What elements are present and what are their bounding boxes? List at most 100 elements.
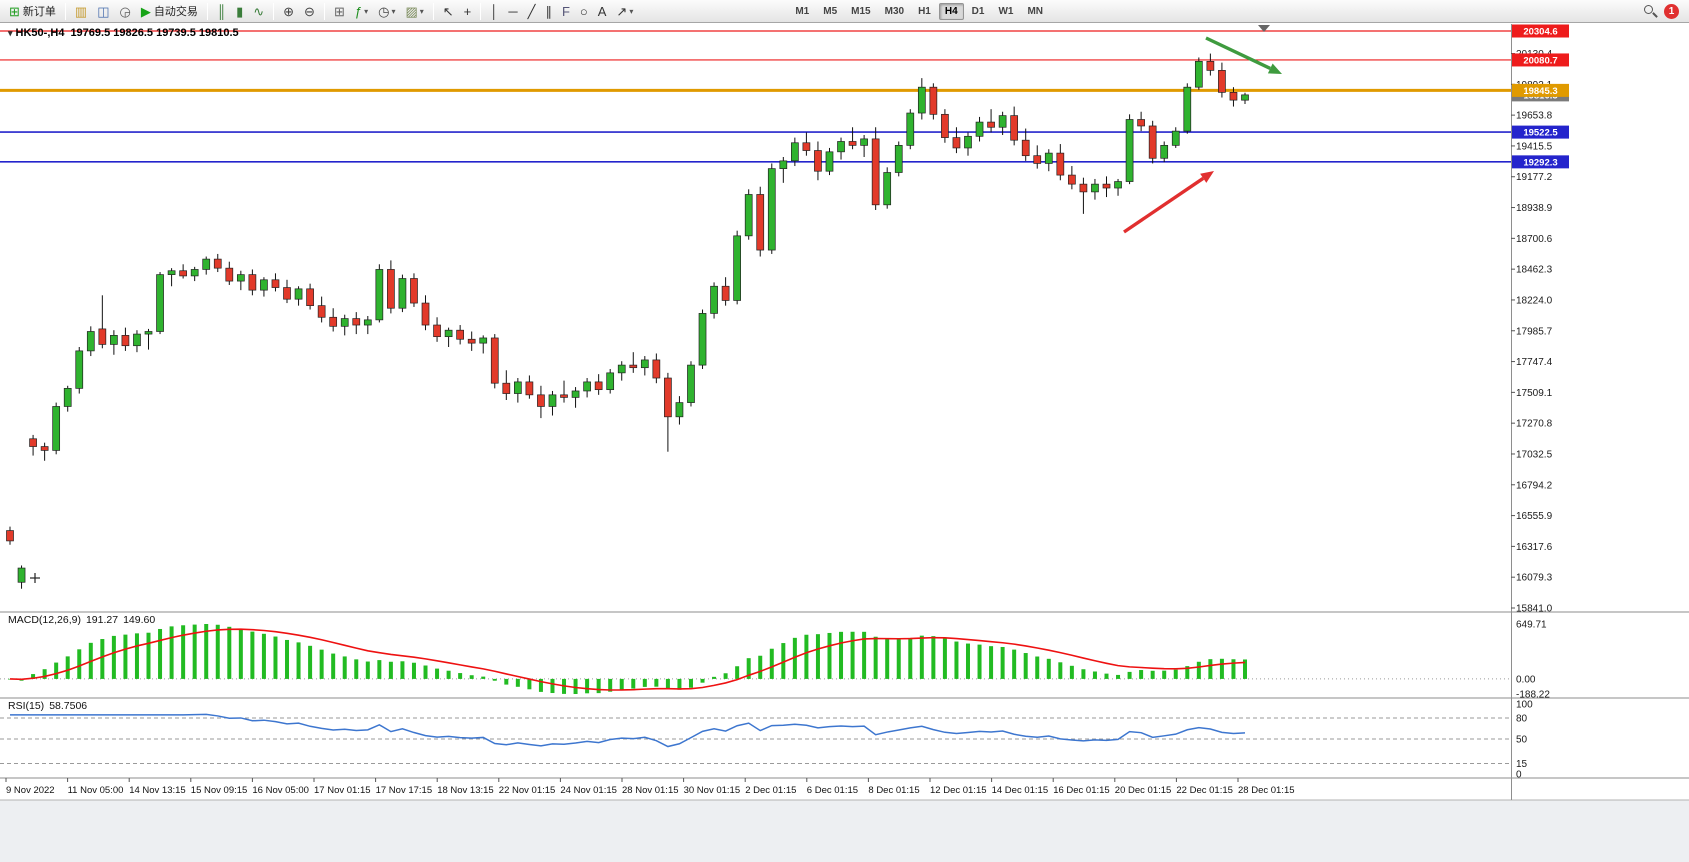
macd-histogram-bar bbox=[1185, 666, 1190, 679]
macd-signal-value: 149.60 bbox=[123, 614, 156, 626]
new-order-button[interactable]: ⊞ 新订单 bbox=[5, 2, 60, 21]
macd-histogram-bar bbox=[1046, 658, 1051, 679]
market-watch-button[interactable]: ◶ bbox=[116, 2, 135, 21]
candlestick bbox=[791, 142, 799, 162]
candlestick bbox=[767, 168, 776, 251]
timeframe-m15-button[interactable]: M15 bbox=[845, 3, 876, 20]
macd-histogram-bar bbox=[319, 649, 324, 679]
candlestick bbox=[248, 274, 257, 291]
cursor-button[interactable]: ↖ bbox=[439, 2, 458, 21]
candlestick bbox=[121, 335, 130, 347]
macd-histogram-bar bbox=[331, 653, 336, 679]
indicators-button[interactable]: ƒ ▾ bbox=[351, 2, 372, 21]
macd-histogram-bar bbox=[700, 678, 705, 683]
macd-histogram-bar bbox=[942, 638, 947, 679]
macd-histogram-bar bbox=[688, 678, 693, 688]
annotation-arrow-shaft[interactable] bbox=[1123, 176, 1205, 234]
rsi-axis-label: 0 bbox=[1516, 770, 1522, 781]
candlestick bbox=[387, 269, 395, 309]
templates-icon: ▨ bbox=[405, 3, 418, 19]
tile-windows-button[interactable]: ⊞ bbox=[330, 2, 349, 21]
auto-trading-button[interactable]: ▶ 自动交易 bbox=[137, 2, 202, 21]
crosshair-icon: + bbox=[463, 3, 472, 19]
candlestick bbox=[1148, 125, 1157, 159]
horizontal-line-button[interactable]: ─ bbox=[504, 2, 521, 21]
trendline-icon: ╱ bbox=[527, 3, 536, 19]
annotation-arrow-head[interactable] bbox=[1267, 63, 1282, 74]
macd-histogram-bar bbox=[585, 678, 590, 694]
candlestick bbox=[779, 160, 788, 169]
macd-histogram-bar bbox=[77, 649, 82, 679]
macd-histogram-bar bbox=[204, 624, 209, 679]
new-chart-button[interactable]: ▥ bbox=[71, 2, 91, 21]
macd-histogram-bar bbox=[735, 666, 740, 679]
timeframe-m1-button[interactable]: M1 bbox=[789, 3, 815, 20]
bar-chart-type-button[interactable]: ║ bbox=[213, 2, 230, 21]
timeframe-mn-button[interactable]: MN bbox=[1021, 3, 1049, 20]
candlestick bbox=[629, 364, 638, 369]
macd-histogram-bar bbox=[492, 678, 497, 681]
macd-histogram-bar bbox=[1196, 661, 1201, 679]
macd-histogram-bar bbox=[596, 678, 601, 694]
annotation-arrow-shaft[interactable] bbox=[1205, 36, 1271, 70]
candlestick bbox=[502, 382, 511, 394]
macd-histogram-bar bbox=[977, 644, 982, 679]
one-click-collapse-icon[interactable]: ▾ bbox=[8, 28, 13, 38]
crosshair-button[interactable]: + bbox=[460, 2, 476, 21]
chart-plot-area[interactable] bbox=[0, 24, 1511, 612]
candlestick bbox=[317, 305, 326, 318]
macd-histogram-bar bbox=[481, 676, 486, 679]
macd-histogram-bar bbox=[111, 635, 116, 679]
line-chart-type-button[interactable]: ∿ bbox=[249, 2, 268, 21]
timeframe-w1-button[interactable]: W1 bbox=[992, 3, 1019, 20]
shapes-button[interactable]: ○ bbox=[576, 2, 592, 21]
candlestick bbox=[617, 364, 626, 374]
candlestick bbox=[1241, 94, 1249, 101]
trendline-button[interactable]: ╱ bbox=[524, 2, 540, 21]
macd-histogram-bar bbox=[123, 634, 128, 679]
candlestick bbox=[110, 335, 118, 345]
search-icon[interactable] bbox=[1643, 4, 1658, 19]
macd-histogram-bar bbox=[296, 642, 301, 679]
timeframe-m5-button[interactable]: M5 bbox=[817, 3, 843, 20]
candlestick bbox=[606, 372, 615, 391]
rsi-title: RSI(15) bbox=[8, 700, 45, 712]
macd-histogram-bar bbox=[1058, 662, 1063, 679]
macd-histogram-bar bbox=[631, 678, 636, 689]
channel-button[interactable]: ∥ bbox=[541, 2, 556, 21]
macd-histogram-bar bbox=[515, 678, 520, 687]
chart-shift-marker[interactable] bbox=[1258, 25, 1270, 32]
rsi-axis-label: 50 bbox=[1516, 735, 1528, 746]
templates-button[interactable]: ▨ ▾ bbox=[401, 2, 427, 21]
candlestick bbox=[571, 390, 580, 398]
time-tick-label: 17 Nov 01:15 bbox=[314, 785, 371, 796]
timeframe-m30-button[interactable]: M30 bbox=[879, 3, 910, 20]
candlestick-type-button[interactable]: ▮ bbox=[232, 2, 247, 21]
macd-histogram-bar bbox=[354, 659, 359, 679]
annotation-arrow-head[interactable] bbox=[1200, 171, 1214, 183]
timeframe-h4-button[interactable]: H4 bbox=[938, 2, 964, 20]
rsi-axis-label: 80 bbox=[1516, 714, 1528, 725]
zoom-in-button[interactable]: ⊕ bbox=[279, 2, 298, 21]
candlestick bbox=[17, 567, 26, 583]
macd-histogram-bar bbox=[458, 673, 463, 679]
fibonacci-button[interactable]: F bbox=[558, 2, 574, 21]
macd-histogram-bar bbox=[665, 678, 670, 690]
arrows-button[interactable]: ↗ ▾ bbox=[612, 2, 637, 21]
text-icon: A bbox=[597, 3, 607, 19]
macd-histogram-bar bbox=[400, 661, 405, 679]
time-tick-label: 15 Nov 09:15 bbox=[191, 785, 248, 796]
candlestick bbox=[363, 319, 372, 326]
candlestick bbox=[1044, 152, 1053, 164]
timeframe-h1-button[interactable]: H1 bbox=[912, 3, 937, 20]
timeframe-d1-button[interactable]: D1 bbox=[966, 3, 991, 20]
text-button[interactable]: A bbox=[594, 2, 611, 21]
zoom-out-button[interactable]: ⊖ bbox=[300, 2, 319, 21]
profiles-button[interactable]: ◫ bbox=[93, 2, 113, 21]
vertical-line-button[interactable]: │ bbox=[486, 2, 502, 21]
periods-button[interactable]: ◷ ▾ bbox=[374, 2, 399, 21]
candlestick bbox=[1114, 181, 1122, 189]
candlestick bbox=[1125, 119, 1134, 182]
candlestick bbox=[433, 324, 441, 338]
notification-badge[interactable]: 1 bbox=[1664, 3, 1679, 19]
